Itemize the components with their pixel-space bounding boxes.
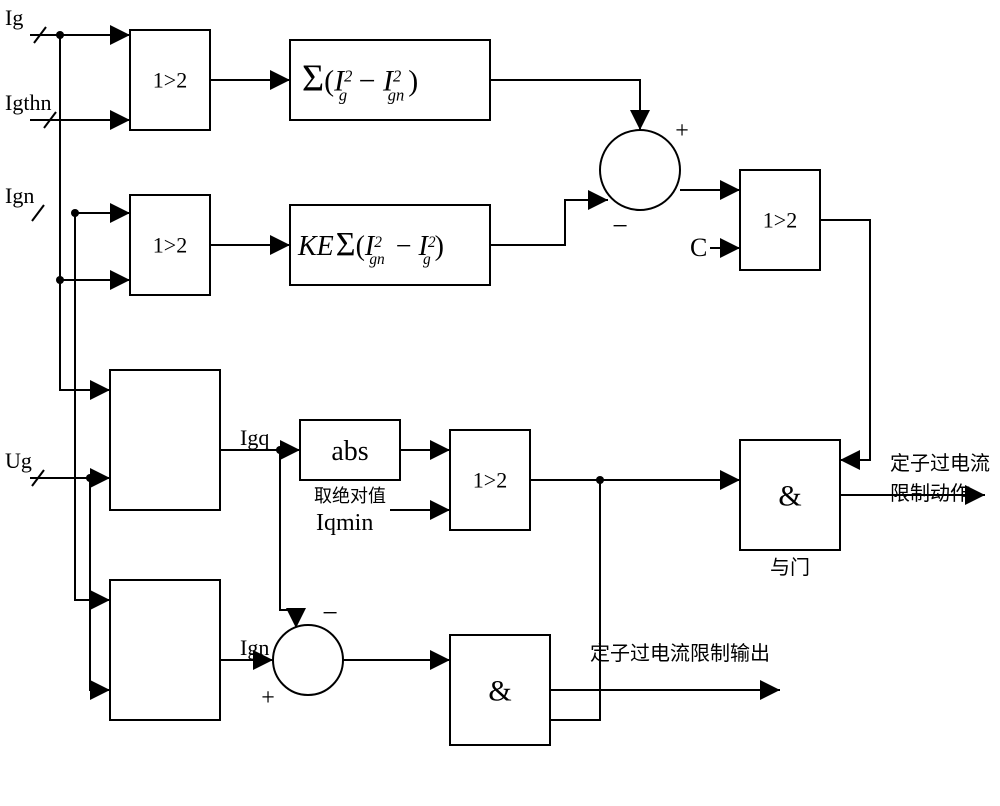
block-label-and1: &: [778, 480, 801, 513]
label-out2: 定子过电流限制输出: [590, 642, 770, 665]
block-label-abs: abs: [331, 436, 368, 467]
edge-Ug_bus-dbox: [90, 478, 110, 690]
edge-eq2-sum: [490, 200, 608, 245]
junction-2: [56, 276, 64, 284]
label-Igq: Igq: [240, 425, 269, 450]
block-diagram: IgIgthnIgnUg1>21>21>2abs取绝对值1>2&与门&Σ(I2g…: [0, 0, 1000, 806]
block-qbox: [110, 370, 220, 510]
junction-4: [276, 446, 284, 454]
edge-Ig_bus-qbox: [60, 280, 110, 390]
block-label-cmp2: 1>2: [153, 233, 187, 258]
block-label-cmp4: 1>2: [473, 468, 507, 493]
boxes-layer: [110, 30, 840, 745]
sum-node-sum: [600, 130, 680, 210]
input-label-Ug: Ug: [5, 448, 32, 473]
sign-plus-diff: +: [261, 685, 275, 711]
label-Iqmin: Iqmin: [316, 510, 373, 536]
label-Ign2: Ign: [240, 635, 269, 660]
formula-eq2: KEΣ(I2gn − I2g): [297, 226, 444, 267]
edge-Ign_bus-dbox: [75, 213, 110, 600]
edge-Igq_tap-diff: [280, 450, 296, 628]
block-sublabel-abs: 取绝对值: [314, 486, 386, 506]
block-dbox: [110, 580, 220, 720]
junction-0: [56, 31, 64, 39]
label-C: C: [690, 233, 707, 262]
input-label-Igthn: Igthn: [5, 90, 51, 115]
block-sublabel-and1: 与门: [770, 556, 810, 579]
input-label-Ig: Ig: [5, 5, 23, 30]
sign-minus-diff: −: [322, 598, 338, 629]
edge-cmp3-and1: [820, 220, 870, 460]
block-label-cmp1: 1>2: [153, 68, 187, 93]
label-out1b: 限制动作: [890, 482, 970, 505]
junction-3: [86, 474, 94, 482]
sum-node-diff: [273, 625, 343, 695]
junction-1: [71, 209, 79, 217]
block-label-and2: &: [488, 675, 511, 708]
edge-eq1-sum: [490, 80, 640, 130]
edge-Ig_bus-cmp2: [60, 35, 130, 280]
input-label-Ign: Ign: [5, 183, 34, 208]
block-label-cmp3: 1>2: [763, 208, 797, 233]
junction-5: [596, 476, 604, 484]
label-out1a: 定子过电流: [890, 452, 990, 475]
sign-minus-sum: −: [612, 211, 628, 242]
sign-plus-sum: +: [675, 118, 689, 144]
